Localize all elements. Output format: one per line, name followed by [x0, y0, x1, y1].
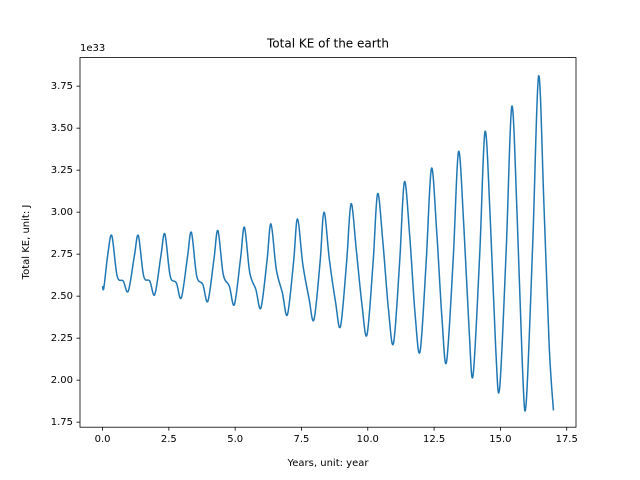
y-tick-label: 3.50 — [51, 123, 73, 134]
x-tick-label: 2.5 — [161, 434, 177, 445]
y-tick-label: 2.75 — [51, 249, 73, 260]
x-axis-label: Years, unit: year — [287, 458, 370, 469]
chart-title: Total KE of the earth — [266, 37, 389, 51]
line-series — [101, 75, 555, 412]
axes-frame — [79, 57, 577, 428]
y-tick-label: 2.50 — [51, 291, 73, 302]
y-tick-label: 3.25 — [51, 165, 73, 176]
y-tick-label: 3.75 — [51, 81, 73, 92]
y-tick-label: 1.75 — [51, 417, 73, 428]
y-tick-label: 3.00 — [51, 207, 73, 218]
x-tick-label: 12.5 — [423, 434, 445, 445]
x-tick-label: 0.0 — [95, 434, 111, 445]
x-tick-label: 5.0 — [227, 434, 243, 445]
y-tick-label: 2.25 — [51, 333, 73, 344]
x-tick-label: 15.0 — [489, 434, 511, 445]
x-tick-label: 10.0 — [357, 434, 379, 445]
y-tick-label: 2.00 — [51, 375, 73, 386]
x-tick-label: 7.5 — [294, 434, 310, 445]
x-tick-label: 17.5 — [556, 434, 578, 445]
y-offset-label: 1e33 — [80, 43, 105, 54]
y-axis-label: Total KE, unit: J — [21, 205, 32, 281]
